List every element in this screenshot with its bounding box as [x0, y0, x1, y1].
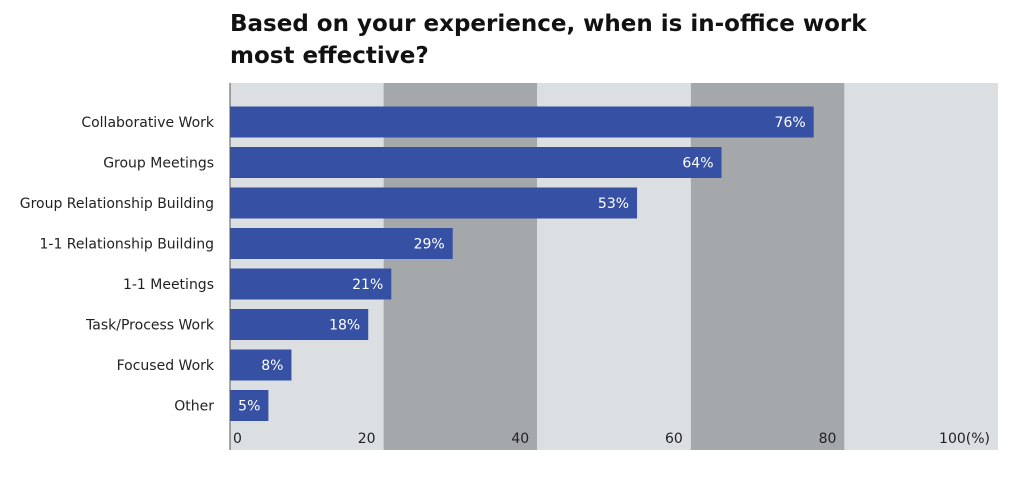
- bar: [230, 390, 269, 421]
- bar: [230, 309, 369, 340]
- bar: [230, 187, 638, 219]
- x-tick-labels: 0 20 40 60 80 100(%): [233, 431, 990, 447]
- data-label: 64%: [682, 156, 713, 172]
- x-tick-label: 40: [511, 431, 529, 447]
- category-label: Focused Work: [117, 358, 215, 374]
- background-band: [537, 83, 691, 450]
- data-label: 5%: [238, 399, 260, 415]
- bar: [230, 106, 814, 138]
- chart-title-line-2: most effective?: [230, 43, 429, 69]
- background-band: [690, 83, 845, 450]
- data-label: 76%: [775, 115, 806, 131]
- background-band: [230, 83, 384, 450]
- category-label: Group Meetings: [103, 156, 214, 172]
- data-label: 53%: [598, 196, 629, 212]
- background-bands: [230, 83, 998, 450]
- x-tick-label: 0: [233, 431, 242, 447]
- background-band: [383, 83, 538, 450]
- x-tick-label: 80: [819, 431, 837, 447]
- x-tick-label: 60: [665, 431, 683, 447]
- x-tick-label: 100(%): [939, 431, 990, 447]
- chart-title-line-1: Based on your experience, when is in-off…: [230, 11, 867, 37]
- category-label: Other: [174, 399, 214, 415]
- category-label: Group Relationship Building: [20, 196, 214, 212]
- category-label: Collaborative Work: [81, 115, 215, 131]
- data-label: 21%: [352, 277, 383, 293]
- bar: [230, 147, 722, 178]
- category-label: 1-1 Meetings: [123, 277, 214, 293]
- category-label: Task/Process Work: [85, 318, 215, 334]
- background-band: [844, 83, 998, 450]
- chart-title: Based on your experience, when is in-off…: [230, 8, 930, 72]
- bar: [230, 268, 392, 300]
- bars: [230, 106, 814, 421]
- data-label: 8%: [261, 358, 283, 374]
- bar: [230, 349, 292, 381]
- category-label: 1-1 Relationship Building: [39, 237, 214, 253]
- x-tick-label: 20: [358, 431, 376, 447]
- bar: [230, 228, 453, 259]
- data-label: 18%: [329, 318, 360, 334]
- category-labels: Collaborative Work Group Meetings Group Re…: [20, 115, 215, 415]
- data-label: 29%: [414, 237, 445, 253]
- data-labels: 76% 64% 53% 29% 21% 18% 8% 5%: [238, 115, 805, 415]
